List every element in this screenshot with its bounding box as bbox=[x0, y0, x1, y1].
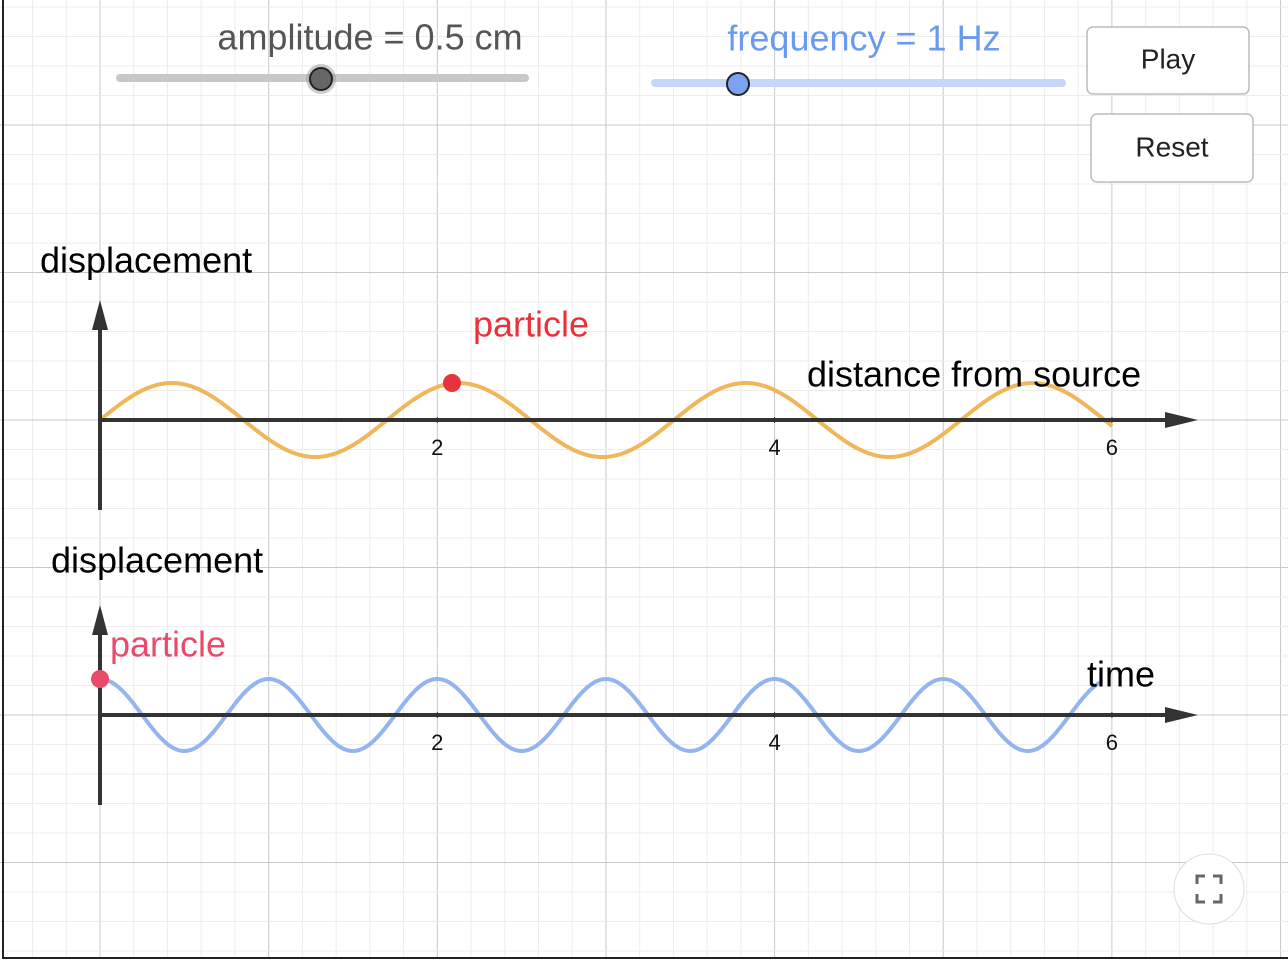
x-axis-arrow bbox=[1165, 707, 1198, 723]
x-tick-label: 4 bbox=[768, 435, 780, 460]
slider-label: amplitude = 0.5 cm bbox=[217, 17, 522, 58]
x-tick-label: 4 bbox=[768, 730, 780, 755]
reset-button[interactable] bbox=[1090, 113, 1254, 183]
slider-knob[interactable] bbox=[309, 67, 333, 91]
slider-label: frequency = 1 Hz bbox=[727, 18, 1000, 59]
fullscreen-button[interactable] bbox=[1173, 853, 1245, 925]
x-axis-label: distance from source bbox=[807, 354, 1141, 395]
particle-point bbox=[91, 670, 109, 688]
particle-label: particle bbox=[473, 304, 589, 345]
plots: 2 4 6 displacement distance from source parti… bbox=[40, 240, 1198, 805]
particle-label: particle bbox=[110, 624, 226, 665]
y-axis-arrow bbox=[92, 605, 108, 635]
x-axis-label: time bbox=[1087, 654, 1155, 695]
fullscreen-icon bbox=[1195, 874, 1223, 904]
wave-curve bbox=[99, 676, 1102, 754]
slider-knob[interactable] bbox=[726, 72, 750, 96]
reset-label: Reset bbox=[1135, 131, 1208, 162]
y-axis-arrow bbox=[92, 300, 108, 330]
x-tick-label: 2 bbox=[431, 730, 443, 755]
particle-point bbox=[443, 374, 461, 392]
x-axis-arrow bbox=[1165, 412, 1198, 428]
x-tick-label: 6 bbox=[1106, 435, 1118, 460]
play-button[interactable] bbox=[1086, 26, 1250, 95]
wave-curve bbox=[98, 380, 1114, 460]
play-label: Play bbox=[1141, 43, 1195, 74]
y-axis-label: displacement bbox=[40, 240, 252, 281]
x-tick-label: 6 bbox=[1106, 730, 1118, 755]
x-tick-label: 2 bbox=[431, 435, 443, 460]
y-axis-label: displacement bbox=[51, 540, 263, 581]
